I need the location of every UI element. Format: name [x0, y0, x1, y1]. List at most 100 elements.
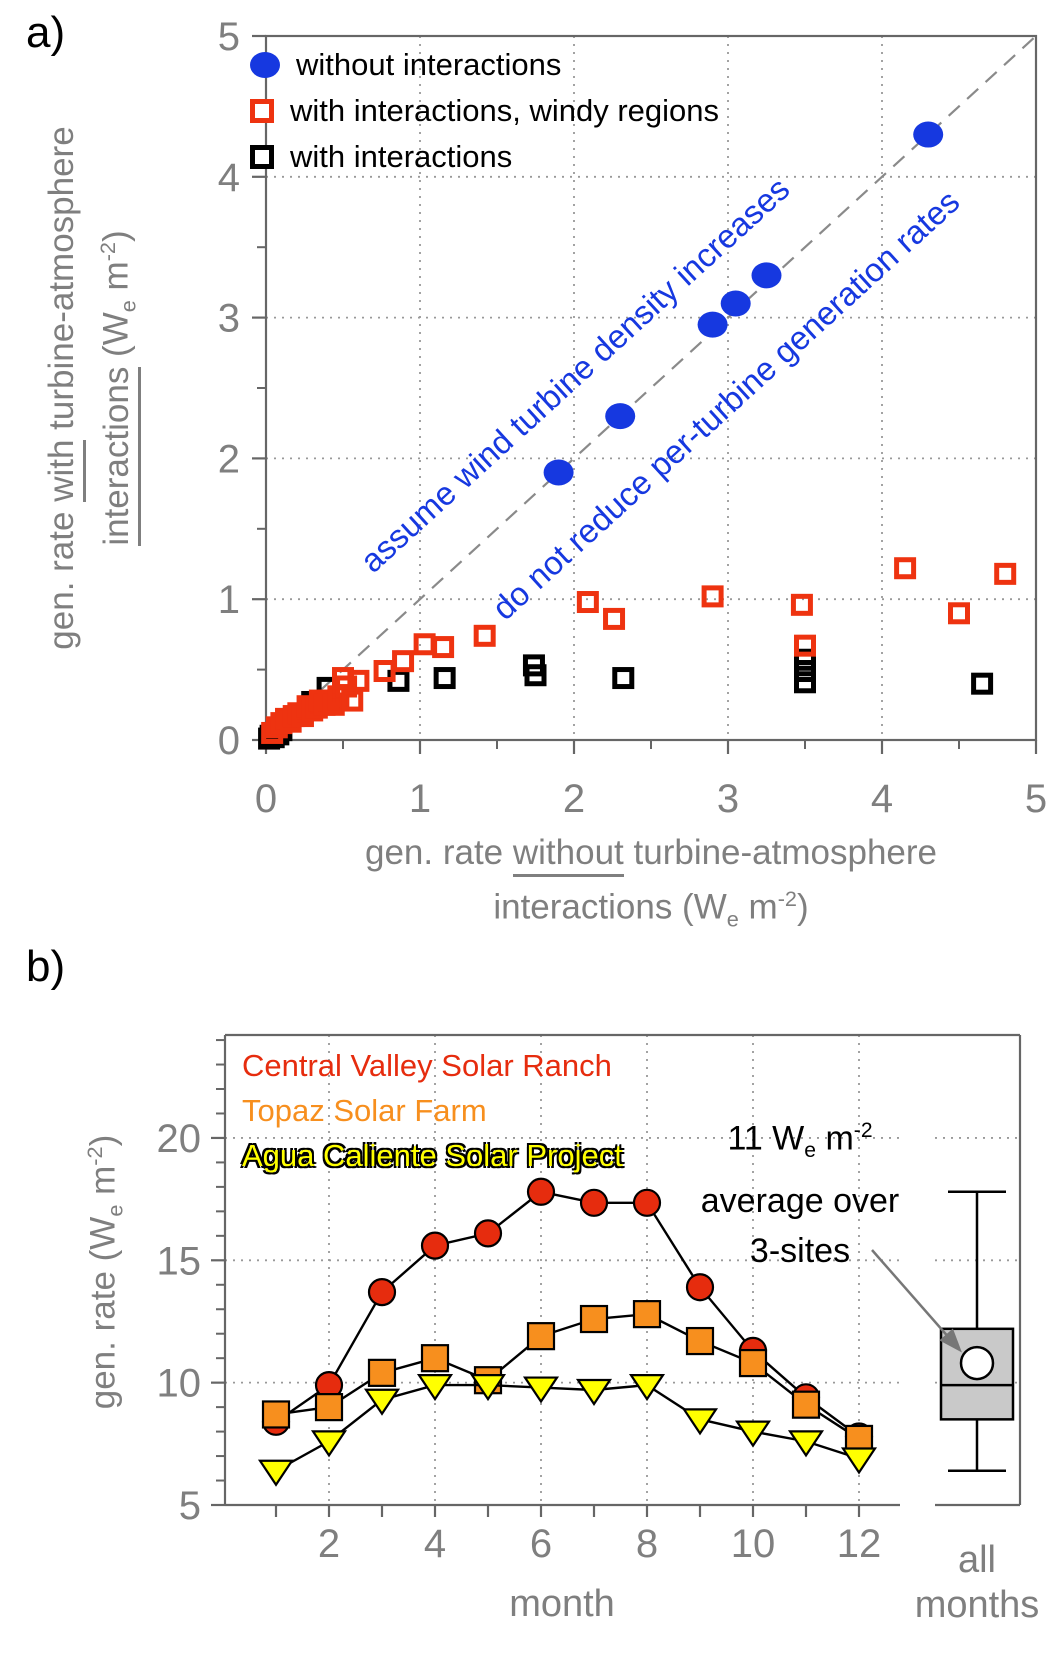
data-point-red_b [526, 1177, 556, 1206]
data-point-yellow [734, 1420, 772, 1448]
legend-item-without-interactions: without interactions [250, 42, 719, 88]
data-point-red_a [432, 636, 455, 659]
data-point-black [612, 667, 635, 690]
data-point-red_b [473, 1219, 503, 1248]
x-tick-label: 0 [255, 777, 277, 821]
data-point-yellow [310, 1430, 348, 1458]
boxplot-mean-marker [959, 1345, 995, 1381]
blue-circle-marker-icon [250, 52, 280, 78]
data-point-yellow [628, 1373, 666, 1402]
data-point-blue [543, 459, 574, 486]
y-tick-label: 10 [157, 1362, 202, 1406]
legend-label: with interactions [290, 139, 513, 174]
legend-central-valley-solar-ranch: Central Valley Solar Ranch [242, 1048, 612, 1083]
data-point-yellow [416, 1373, 454, 1402]
y-tick-label: 1 [218, 578, 240, 622]
y-tick-label: 20 [157, 1117, 202, 1161]
red-square-marker-icon [250, 99, 274, 123]
legend-item-with-interactions: with interactions [250, 134, 719, 180]
data-point-orange [367, 1358, 397, 1387]
data-point-red_a [347, 669, 370, 692]
all-months-label: all months [914, 1539, 1040, 1626]
y-tick-label: 2 [218, 437, 240, 481]
data-point-red_a [894, 557, 917, 580]
data-point-orange [314, 1393, 344, 1422]
y-tick-label: 3 [218, 297, 240, 341]
data-point-red_a [392, 650, 415, 673]
x-tick-label: 4 [871, 777, 893, 821]
mean-annotation-line3: 3-sites [749, 1232, 851, 1271]
data-point-red_b [420, 1231, 450, 1260]
data-point-red_b [685, 1273, 715, 1302]
data-point-red_b [579, 1188, 609, 1217]
legend-agua-caliente-solar-project: Agua Caliente Solar Project [242, 1138, 623, 1173]
data-point-yellow [787, 1430, 825, 1458]
data-point-orange [685, 1326, 715, 1356]
data-point-blue [697, 311, 728, 338]
x-tick-label: 5 [1025, 777, 1047, 821]
data-point-red_a [473, 624, 496, 647]
panel-a-x-axis-title: gen. rate without turbine-atmosphere int… [364, 833, 938, 932]
panel-b-x-axis-title: month [509, 1583, 615, 1625]
annotation-arrowhead [939, 1328, 962, 1353]
panel-a-y-axis-title-line2: interactions (We m-2) [95, 230, 141, 546]
y-tick-label: 5 [218, 15, 240, 59]
panel-b-legend: Central Valley Solar Ranch Topaz Solar F… [242, 1043, 623, 1178]
panel-a-label: a) [26, 8, 66, 57]
legend-topaz-solar-farm: Topaz Solar Farm [242, 1093, 487, 1128]
data-point-red_a [790, 593, 813, 616]
x-tick-label: 4 [424, 1522, 446, 1566]
data-point-orange [632, 1300, 662, 1329]
x-tick-label: 12 [837, 1522, 882, 1566]
data-point-red_a [341, 689, 364, 712]
data-point-yellow [257, 1459, 295, 1487]
data-point-black [524, 664, 547, 687]
data-point-orange [526, 1322, 556, 1351]
data-point-red_a [413, 633, 436, 656]
panel-b-label: b) [26, 942, 66, 991]
data-point-black [433, 667, 456, 690]
data-point-orange [738, 1348, 768, 1378]
data-point-blue [605, 403, 636, 430]
data-point-orange [261, 1400, 291, 1429]
data-point-black [794, 648, 816, 671]
data-point-red_a [603, 607, 626, 630]
legend-item-windy-regions: with interactions, windy regions [250, 88, 719, 134]
x-tick-label: 6 [530, 1522, 552, 1566]
y-tick-label: 15 [157, 1239, 202, 1283]
x-tick-label: 1 [409, 777, 431, 821]
data-point-red_b [632, 1188, 662, 1217]
data-point-red_a [948, 602, 970, 625]
annotation-arrow-line [871, 1249, 959, 1349]
legend-label: with interactions, windy regions [290, 93, 720, 128]
data-point-yellow [469, 1373, 507, 1402]
data-point-orange [420, 1344, 450, 1373]
legend-label: without interactions [296, 47, 562, 82]
x-tick-label: 3 [717, 777, 739, 821]
data-point-yellow [363, 1388, 401, 1416]
data-point-red_a [794, 634, 816, 657]
y-tick-label: 0 [218, 719, 240, 763]
data-point-blue [751, 262, 782, 289]
mean-annotation: 11 We m-2 average over 3-sites [640, 1106, 960, 1276]
data-point-orange [579, 1304, 609, 1334]
panel-a-y-axis-title-line1: gen. rate with turbine-atmosphere [40, 68, 86, 708]
data-point-red_a [576, 591, 599, 614]
data-point-red_a [994, 562, 1017, 585]
data-point-yellow [681, 1408, 719, 1436]
data-point-orange [791, 1390, 821, 1419]
data-point-black [794, 671, 816, 694]
x-tick-label: 8 [636, 1522, 658, 1566]
y-tick-label: 5 [179, 1484, 201, 1528]
series-line-orange [275, 1312, 860, 1440]
data-point-black [794, 660, 816, 683]
y-tick-label: 4 [218, 156, 240, 200]
data-point-yellow [575, 1378, 613, 1406]
series-line-yellow [275, 1383, 860, 1472]
data-point-black [971, 672, 994, 695]
data-point-yellow [522, 1376, 560, 1404]
x-tick-label: 2 [318, 1522, 340, 1566]
panel-a-legend: without interactions with interactions, … [250, 42, 719, 180]
panel-b-y-axis-title: gen. rate (We m-2) [82, 1134, 128, 1410]
